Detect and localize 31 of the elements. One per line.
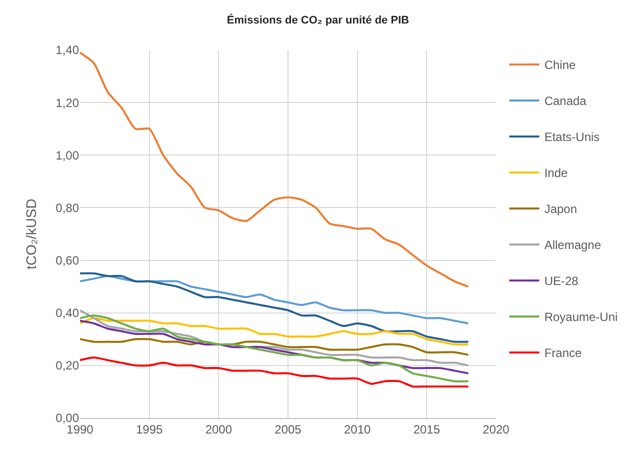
x-tick-label: 1995 <box>136 422 163 436</box>
y-tick-label: 0,20 <box>56 358 80 373</box>
chart-title: Émissions de CO₂ par unité de PIB <box>226 14 410 27</box>
legend-label: Inde <box>544 166 568 180</box>
line-series <box>80 338 470 356</box>
line-series <box>80 356 470 388</box>
legend-label: Royaume-Uni <box>544 310 618 324</box>
x-tick-label: 2020 <box>482 422 510 436</box>
y-tick-label: 0,60 <box>56 253 80 268</box>
line-series <box>80 272 470 343</box>
line-series <box>80 275 470 324</box>
legend-label: Japon <box>544 202 578 216</box>
x-tick-label: 2015 <box>413 422 440 436</box>
legend-label: Allemagne <box>544 238 602 252</box>
x-tick-label: 2010 <box>344 422 371 436</box>
line-series <box>80 314 470 382</box>
legend-label: Canada <box>544 94 587 108</box>
legend-label: Etats-Unis <box>544 130 600 144</box>
line-series <box>80 317 470 346</box>
x-tick-label: 2005 <box>274 422 302 436</box>
y-tick-label: 1,40 <box>56 43 80 58</box>
legend-label: UE-28 <box>544 274 579 288</box>
y-tick-label: 0,80 <box>56 200 80 215</box>
legend-label: Chine <box>544 58 576 72</box>
line-series <box>80 52 470 288</box>
y-tick-label: 0,40 <box>56 306 80 320</box>
y-tick-label: 1,20 <box>56 96 80 110</box>
y-tick-label: 1,00 <box>56 148 80 162</box>
x-tick-label: 2000 <box>205 422 232 436</box>
legend-label: France <box>544 346 582 360</box>
y-axis-title: tCO₂/kUSD <box>23 198 40 270</box>
